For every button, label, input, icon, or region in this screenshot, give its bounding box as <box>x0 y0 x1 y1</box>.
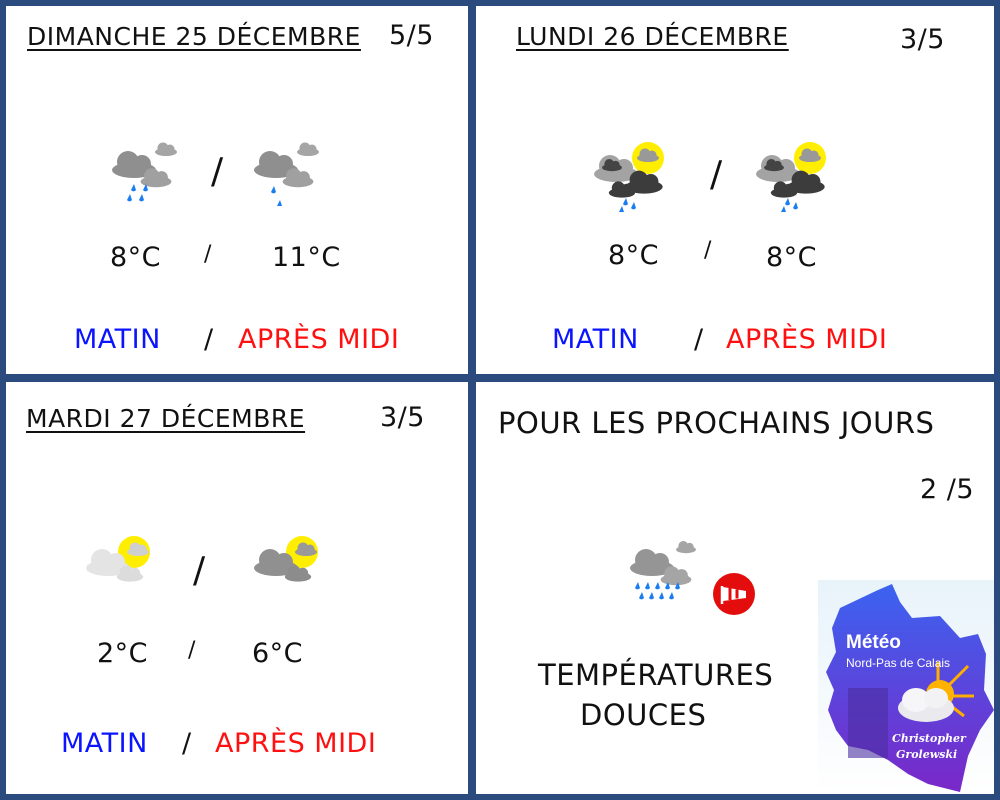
sun-storm-rain-icon <box>594 142 664 212</box>
logo-title: Météo <box>846 632 901 653</box>
region-map <box>826 584 994 792</box>
temp-morning: 8°C <box>110 242 162 273</box>
panel-sunday: DIMANCHE 25 DÉCEMBRE 5/5 / 8°C / 11°C MA… <box>6 6 468 374</box>
panel-monday: LUNDI 26 DÉCEMBRE 3/5 / 8°C / 8°C MATIN … <box>476 6 994 374</box>
panel-outlook: POUR LES PROCHAINS JOURS 2 /5 TEMPÉRATUR… <box>476 382 994 794</box>
separator: / <box>704 238 712 263</box>
label-morning: MATIN <box>61 728 148 759</box>
outlook-line2: DOUCES <box>580 698 707 732</box>
separator: / <box>193 550 206 591</box>
separator: / <box>211 151 224 192</box>
outlook-title: POUR LES PROCHAINS JOURS <box>498 406 935 440</box>
logo: Météo Nord-Pas de Calais Christopher Gro… <box>818 580 994 794</box>
separator: / <box>182 728 192 759</box>
day-score: 3/5 <box>380 402 425 433</box>
separator: / <box>204 324 214 355</box>
sun-cloud-icon <box>254 536 318 582</box>
windsock-icon <box>713 573 755 615</box>
sun-storm-rain-icon <box>756 142 826 212</box>
logo-subtitle: Nord-Pas de Calais <box>846 656 951 670</box>
logo-author: Christopher <box>892 732 966 745</box>
label-morning: MATIN <box>552 324 639 355</box>
label-afternoon: APRÈS MIDI <box>238 324 400 355</box>
temp-afternoon: 11°C <box>272 242 341 273</box>
label-afternoon: APRÈS MIDI <box>215 728 377 759</box>
light-rain-cloud-icon <box>254 142 319 206</box>
day-title: DIMANCHE 25 DÉCEMBRE <box>27 22 361 51</box>
temp-afternoon: 6°C <box>252 638 304 669</box>
temp-morning: 2°C <box>97 638 149 669</box>
separator: / <box>710 154 723 195</box>
outlook-line1: TEMPÉRATURES <box>538 658 774 692</box>
temp-morning: 8°C <box>608 240 660 271</box>
day-score: 5/5 <box>389 20 434 51</box>
separator: / <box>188 638 196 663</box>
day-score: 3/5 <box>900 24 945 55</box>
logo-author: Grolewski <box>896 748 958 761</box>
heavy-rain-cloud-icon <box>630 541 696 600</box>
label-afternoon: APRÈS MIDI <box>726 324 888 355</box>
day-title: LUNDI 26 DÉCEMBRE <box>516 22 789 51</box>
outlook-score: 2 /5 <box>920 474 975 505</box>
day-title: MARDI 27 DÉCEMBRE <box>26 404 306 433</box>
panel-tuesday: MARDI 27 DÉCEMBRE 3/5 / 2°C / 6°C MATIN … <box>6 382 468 794</box>
label-morning: MATIN <box>74 324 161 355</box>
temp-afternoon: 8°C <box>766 242 818 273</box>
separator: / <box>694 324 704 355</box>
sun-light-cloud-icon <box>86 536 150 582</box>
separator: / <box>204 242 212 267</box>
rain-cloud-icon <box>112 142 177 202</box>
